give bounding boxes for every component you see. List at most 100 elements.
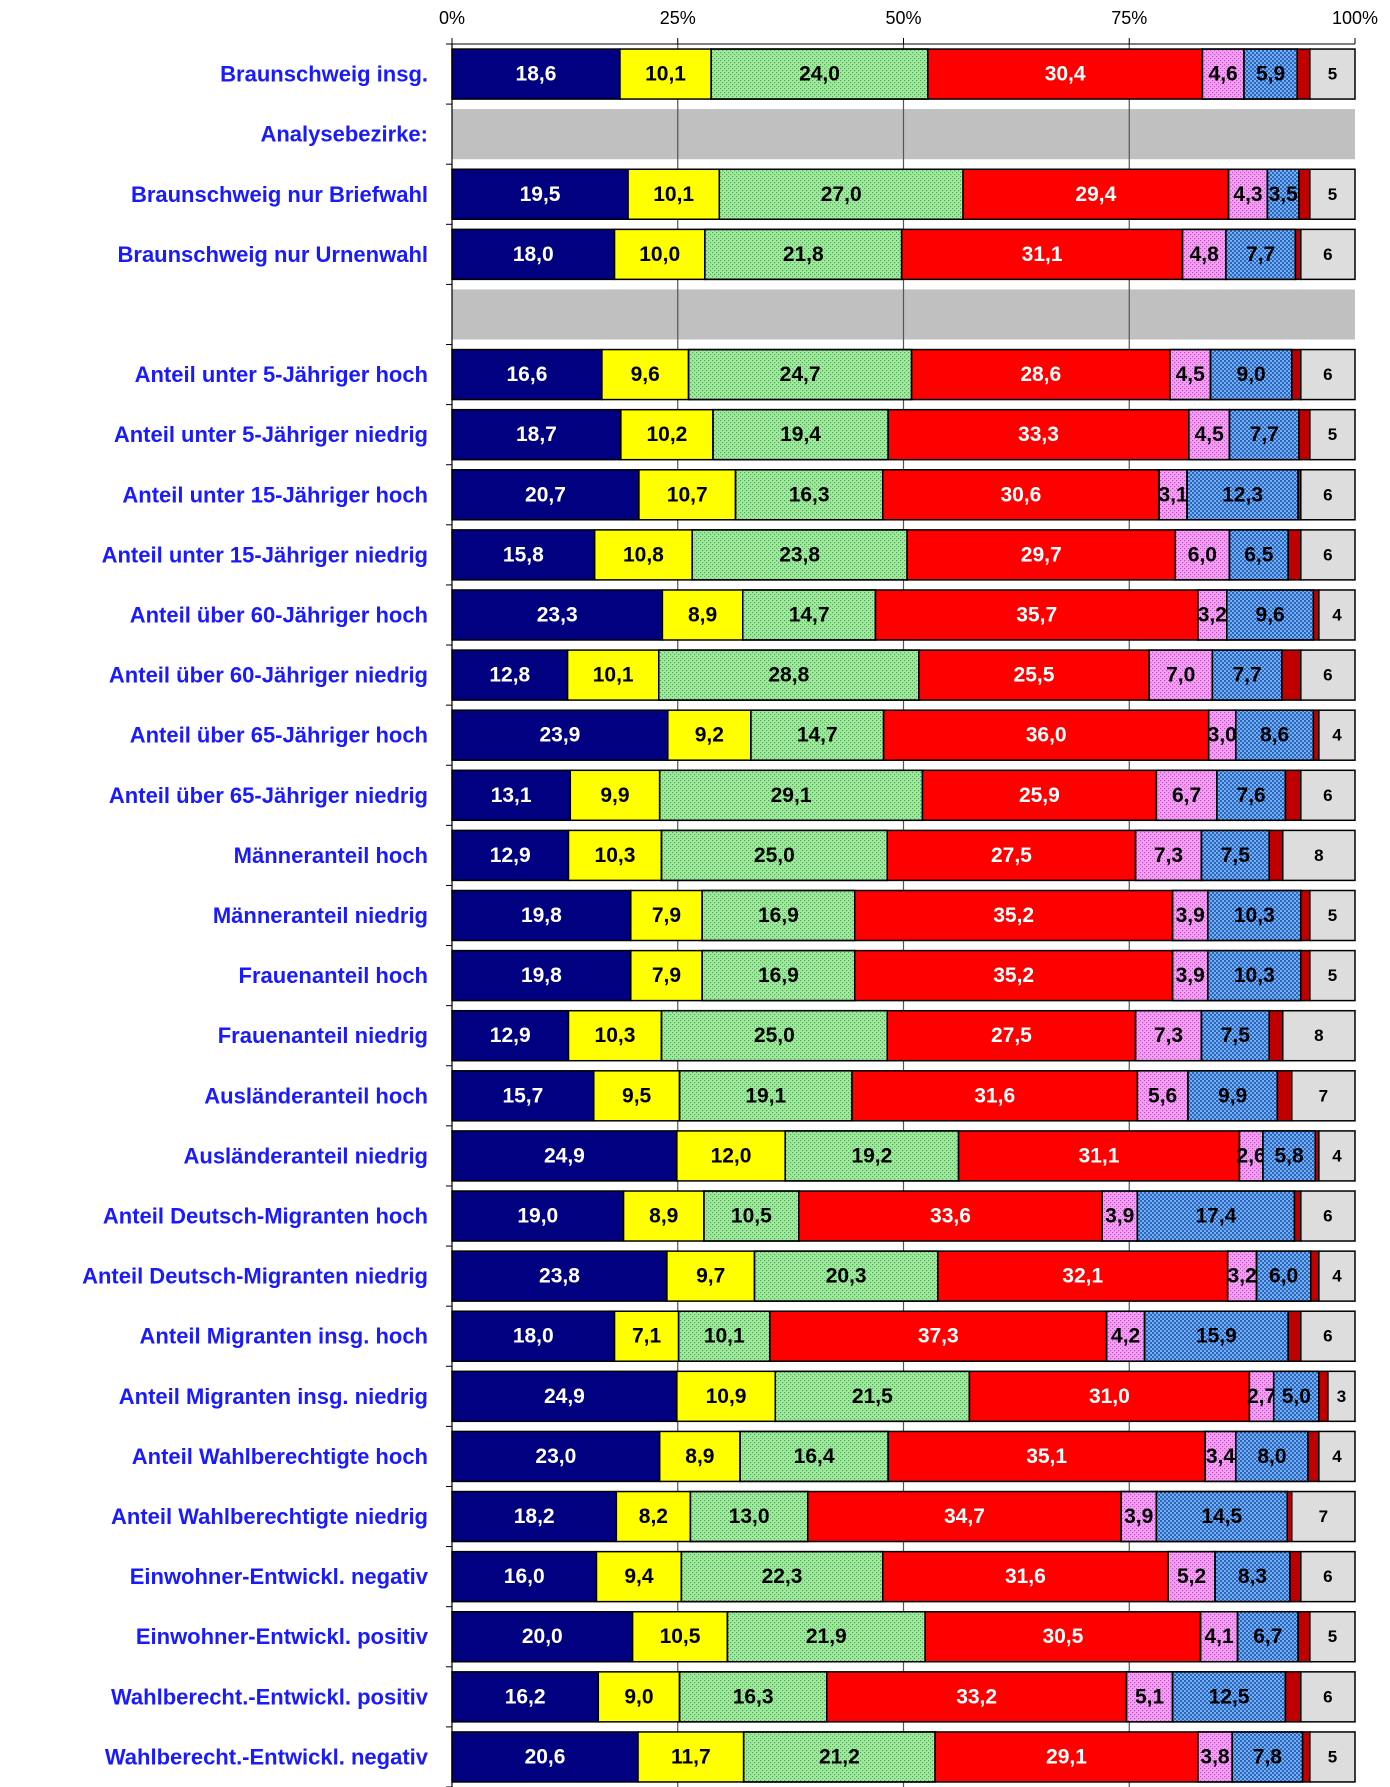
bar-texture	[1171, 949, 1209, 1002]
category-label: Analysebezirke:	[260, 122, 428, 147]
bar-segment	[667, 709, 752, 761]
bar-segment	[927, 48, 1204, 100]
data-label: 10,3	[1234, 964, 1275, 987]
data-label: 7,8	[1253, 1745, 1283, 1768]
data-label: 6,0	[1188, 543, 1217, 566]
category-label: Anteil Wahlberechtigte hoch	[132, 1444, 428, 1469]
bar-segment	[1282, 829, 1356, 882]
bar-segment	[1318, 1430, 1356, 1483]
bar-texture	[1171, 889, 1209, 942]
bar-segment	[622, 1190, 705, 1242]
bar-segment	[1301, 1731, 1311, 1783]
data-label: 10,1	[593, 664, 634, 687]
data-label: 14,5	[1201, 1505, 1242, 1528]
data-label: 9,9	[1218, 1084, 1247, 1107]
data-label: 33,6	[930, 1205, 971, 1228]
data-label: 23,3	[537, 603, 578, 626]
category-label: Anteil über 60-Jähriger niedrig	[109, 663, 428, 688]
data-label: 24,9	[544, 1144, 585, 1167]
bar-segment	[881, 469, 1160, 521]
bar-segment	[451, 649, 569, 701]
bar-texture	[1266, 168, 1300, 221]
data-label: 3,8	[1200, 1745, 1230, 1768]
data-label: 6	[1323, 545, 1332, 564]
bar-segment	[887, 1430, 1206, 1483]
bar-segment	[1296, 48, 1311, 100]
bar-segment	[1268, 1009, 1284, 1062]
data-label: 16,4	[794, 1445, 835, 1468]
bar-segment	[451, 1550, 598, 1603]
bar-segment	[451, 829, 570, 882]
data-label: 17,4	[1196, 1205, 1237, 1228]
data-label: 10,1	[645, 63, 686, 86]
data-label: 8,2	[639, 1505, 668, 1528]
data-label: 18,2	[514, 1505, 555, 1528]
bar-texture	[1225, 228, 1297, 281]
bar-texture	[1228, 529, 1289, 581]
bar-segment	[451, 529, 596, 581]
category-label: Wahlberecht.-Entwickl. negativ	[105, 1744, 429, 1769]
data-label: 27,0	[821, 183, 862, 206]
data-label: 32,1	[1062, 1265, 1103, 1288]
bar-segment	[1318, 1250, 1356, 1302]
bar-segment	[451, 769, 572, 822]
data-label: 21,9	[806, 1625, 847, 1648]
data-label: 6	[1323, 365, 1332, 384]
data-label: 21,5	[852, 1385, 893, 1408]
data-label: 35,1	[1026, 1445, 1067, 1468]
data-label: 16,6	[507, 363, 548, 386]
data-label: 7,1	[632, 1325, 662, 1348]
data-label: 4	[1332, 1146, 1342, 1165]
category-label: Ausländeranteil hoch	[204, 1083, 428, 1108]
data-label: 6,7	[1172, 784, 1201, 807]
data-label: 10,2	[646, 423, 687, 446]
bar-segment	[567, 829, 663, 882]
data-label: 30,4	[1045, 63, 1086, 86]
data-label: 2,7	[1247, 1385, 1276, 1408]
bar-texture	[1134, 829, 1203, 882]
bar-segment	[451, 1130, 678, 1182]
data-label: 27,5	[991, 844, 1032, 867]
data-label: 6	[1323, 245, 1332, 264]
data-label: 9,0	[624, 1685, 653, 1708]
data-label: 3	[1337, 1387, 1346, 1406]
bar-segment	[569, 769, 661, 822]
bar-segment	[1293, 1190, 1302, 1242]
bar-segment	[451, 1731, 639, 1783]
data-label: 19,2	[851, 1144, 892, 1167]
data-label: 36,0	[1026, 724, 1067, 747]
category-label: Anteil über 65-Jähriger niedrig	[109, 783, 428, 808]
data-label: 16,0	[504, 1565, 545, 1588]
data-label: 4	[1332, 605, 1342, 624]
bar-segment	[567, 1009, 663, 1062]
bar-segment	[638, 469, 737, 521]
data-label: 7,5	[1221, 1024, 1251, 1047]
data-label: 19,1	[745, 1084, 786, 1107]
data-label: 9,2	[695, 724, 724, 747]
data-label: 9,6	[631, 363, 660, 386]
data-label: 6	[1323, 1207, 1332, 1226]
data-label: 19,8	[521, 904, 562, 927]
data-label: 7,3	[1154, 1024, 1183, 1047]
data-label: 23,9	[539, 724, 580, 747]
bar-segment	[658, 1430, 741, 1483]
data-label: 5	[1328, 906, 1337, 925]
bar-texture	[704, 228, 903, 281]
bar-segment	[934, 1731, 1199, 1783]
bar-segment	[1300, 348, 1356, 401]
bar-texture	[1255, 1250, 1312, 1302]
data-label: 5	[1328, 65, 1337, 84]
category-label: Männeranteil niedrig	[213, 903, 428, 928]
bar-texture	[734, 469, 884, 521]
data-label: 3,2	[1228, 1265, 1257, 1288]
data-label: 29,1	[1046, 1745, 1087, 1768]
data-label: 7,5	[1221, 844, 1251, 867]
bar-segment	[613, 1310, 680, 1362]
data-label: 9,4	[624, 1565, 654, 1588]
data-label: 2,6	[1237, 1144, 1266, 1167]
data-label: 10,9	[706, 1385, 747, 1408]
bar-segment	[1291, 1070, 1356, 1122]
x-tick-label: 50%	[885, 8, 921, 28]
bar-segment	[1307, 1430, 1320, 1483]
